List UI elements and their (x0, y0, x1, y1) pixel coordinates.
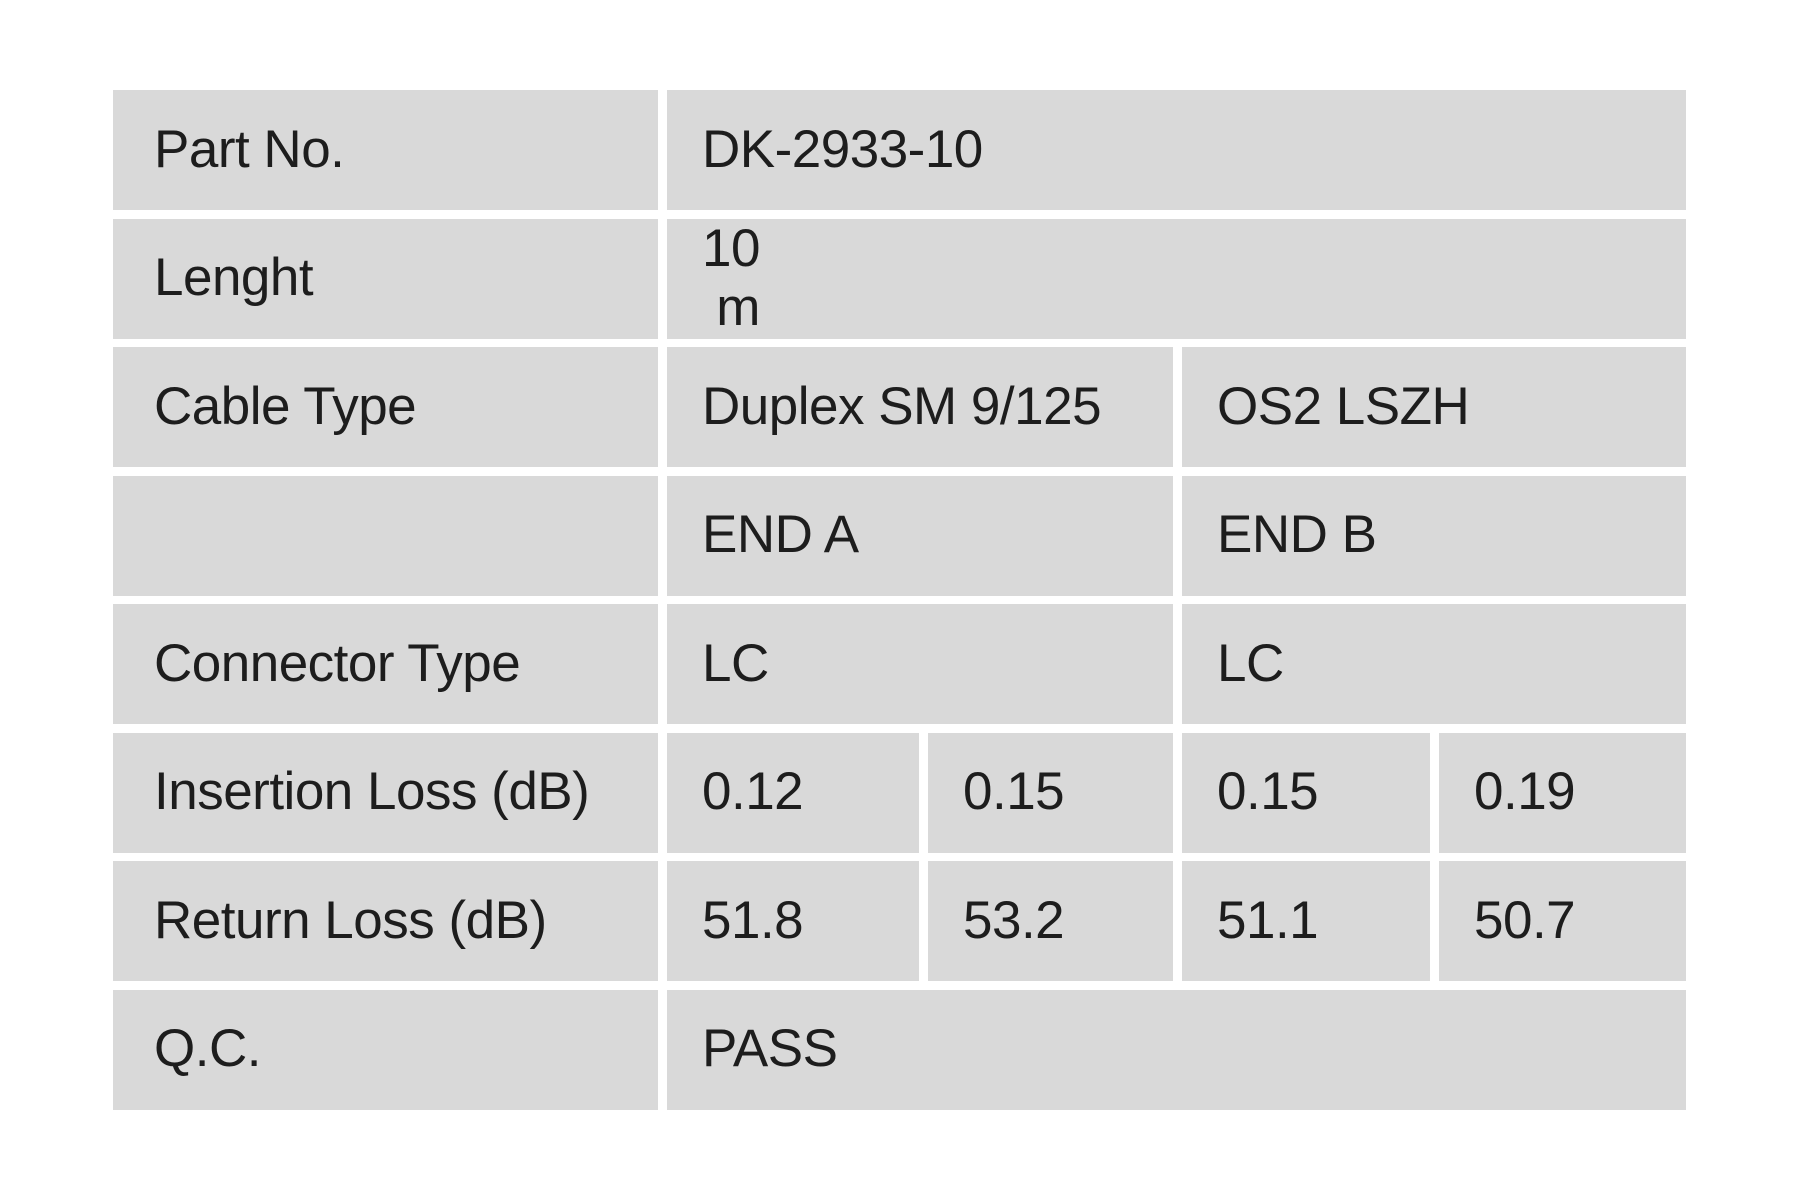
qc-label-cell: Q.C. (113, 989, 658, 1110)
connector-type-end-a-cell: LC (667, 604, 1173, 724)
part-no-label-cell: Part No. (113, 90, 658, 210)
connector-type-end-b-cell: LC (1182, 604, 1686, 724)
return-loss-end-b-fiber2-cell: 50.7 (1439, 861, 1686, 981)
return-loss-label-cell: Return Loss (dB) (113, 861, 658, 981)
connector-type-label-cell: Connector Type (113, 604, 658, 724)
insertion-loss-end-b-fiber1-cell: 0.15 (1182, 732, 1430, 853)
length-value-cell: 10 m (667, 218, 1686, 339)
cable-type-value-cell-right: OS2 LSZH (1182, 347, 1686, 467)
end-a-header-cell: END A (667, 475, 1173, 596)
return-loss-end-a-fiber1-cell: 51.8 (667, 861, 919, 981)
end-b-header-cell: END B (1182, 475, 1686, 596)
insertion-loss-label-cell: Insertion Loss (dB) (113, 732, 658, 853)
end-header-empty-cell (113, 475, 658, 596)
cable-type-value-cell-left: Duplex SM 9/125 (667, 347, 1173, 467)
part-no-value-cell: DK-2933-10 (667, 90, 1686, 210)
cable-type-label-cell: Cable Type (113, 347, 658, 467)
cable-spec-table: Part No. DK-2933-10 Lenght 10 m Cable Ty… (113, 90, 1686, 1110)
insertion-loss-end-a-fiber1-cell: 0.12 (667, 732, 919, 853)
return-loss-end-b-fiber1-cell: 51.1 (1182, 861, 1430, 981)
length-label-cell: Lenght (113, 218, 658, 339)
return-loss-end-a-fiber2-cell: 53.2 (928, 861, 1173, 981)
insertion-loss-end-a-fiber2-cell: 0.15 (928, 732, 1173, 853)
insertion-loss-end-b-fiber2-cell: 0.19 (1439, 732, 1686, 853)
qc-result-cell: PASS (667, 989, 1686, 1110)
